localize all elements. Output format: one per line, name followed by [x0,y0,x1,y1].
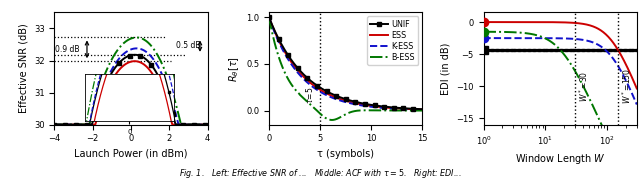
Text: 25.1: 25.1 [143,98,160,107]
B-ESS [265,16,273,18]
UNIF [419,108,426,110]
X-axis label: τ (symbols): τ (symbols) [317,149,374,159]
Text: $\tau\!=\!5$: $\tau\!=\!5$ [305,86,316,104]
K-ESS [265,16,273,18]
B-ESS [419,109,426,112]
K-ESS [419,109,426,111]
K-ESS [376,107,384,109]
ESS [326,94,333,96]
K-ESS [315,90,323,92]
Line: B-ESS: B-ESS [269,17,422,120]
Text: 0.9 dB: 0.9 dB [55,45,80,54]
ESS [265,16,273,18]
Line: K-ESS: K-ESS [269,17,422,110]
K-ESS [284,57,291,59]
B-ESS [377,109,385,111]
X-axis label: Window Length $W$: Window Length $W$ [515,152,605,166]
ESS [376,106,383,108]
UNIF [315,86,323,88]
B-ESS [362,109,370,111]
K-ESS [376,107,383,109]
Text: $W^*\!=\!30$: $W^*\!=\!30$ [577,70,590,102]
UNIF [376,105,384,107]
Legend: UNIF, ESS, K-ESS, B-ESS: UNIF, ESS, K-ESS, B-ESS [367,17,418,65]
ESS [362,104,369,106]
UNIF [284,53,291,55]
UNIF [326,92,333,94]
Y-axis label: Effective SNR (dB): Effective SNR (dB) [19,24,28,113]
Text: $W^*\!=\!150$: $W^*\!=\!150$ [621,68,633,104]
B-ESS [284,77,291,79]
X-axis label: Launch Power (in dBm): Launch Power (in dBm) [74,149,188,159]
K-ESS [326,96,333,98]
K-ESS [362,105,369,107]
Line: UNIF: UNIF [267,15,424,111]
B-ESS [376,109,384,111]
UNIF [362,103,369,105]
ESS [284,55,291,57]
Line: ESS: ESS [269,17,422,109]
Text: Fig. 1.   Left: Effective SNR of ...   Middle: ACF with $\tau = 5$.   Right: EDI: Fig. 1. Left: Effective SNR of ... Middl… [179,167,461,178]
Text: 0.5 dB: 0.5 dB [176,41,200,50]
B-ESS [326,119,333,121]
ESS [376,106,384,108]
UNIF [265,16,273,18]
UNIF [376,105,383,107]
ESS [419,108,426,111]
ESS [315,88,323,90]
Y-axis label: $R_\theta[\tau]$: $R_\theta[\tau]$ [227,56,241,82]
Y-axis label: EDI (in dB): EDI (in dB) [441,42,451,95]
B-ESS [328,119,336,121]
B-ESS [315,111,323,114]
